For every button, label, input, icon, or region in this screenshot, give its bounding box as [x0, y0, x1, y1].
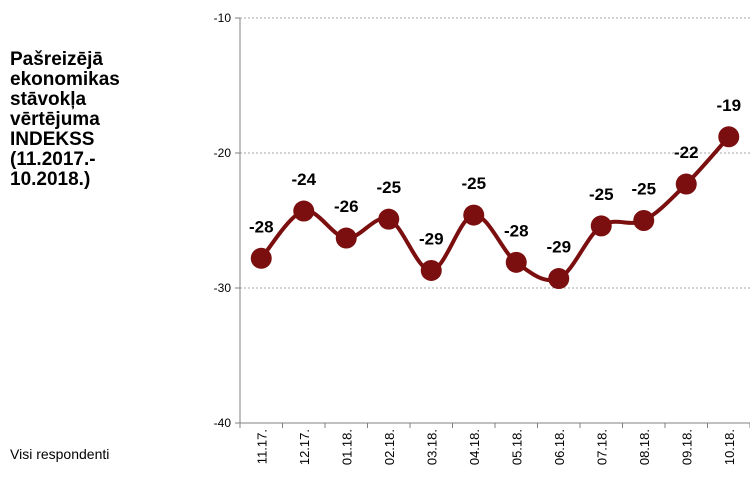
respondents-note: Visi respondenti [10, 446, 110, 462]
data-label: -29 [546, 238, 571, 257]
data-label: -25 [461, 174, 486, 193]
data-label: -24 [291, 170, 316, 189]
x-tick-label: 07.18. [594, 429, 609, 465]
x-tick-label: 03.18. [424, 429, 439, 465]
data-point [548, 268, 570, 290]
data-label: -26 [334, 197, 359, 216]
x-tick-label: 01.18. [339, 429, 354, 465]
x-tick-labels: 11.17. 12.17. 01.18. 02.18. 03.18. 04.18. 05.1… [254, 429, 737, 465]
y-tick-labels: -10 -20 -30 -40 [214, 11, 232, 430]
data-point [718, 126, 740, 148]
x-tick-label: 05.18. [509, 429, 524, 465]
data-point [633, 210, 655, 231]
data-label: -28 [249, 217, 274, 236]
series-line [259, 135, 731, 283]
series-path [259, 135, 731, 283]
data-point [590, 215, 612, 237]
data-point [463, 204, 485, 226]
x-tick-label: 10.18. [722, 429, 737, 465]
chart-title: Pašreizējā ekonomikas stāvokļa vērtējuma… [10, 49, 120, 190]
data-point [420, 259, 442, 281]
data-label: -28 [504, 221, 529, 240]
axes [235, 17, 750, 428]
y-tick-label: -20 [214, 146, 232, 160]
x-tick-label: 09.18. [679, 429, 694, 465]
y-tick-label: -40 [214, 416, 232, 430]
gridlines [240, 17, 750, 289]
data-points [250, 126, 740, 290]
x-tick-label: 11.17. [254, 429, 269, 464]
x-tick-label: 12.17. [297, 429, 312, 465]
x-tick-label: 04.18. [467, 429, 482, 465]
data-point [293, 200, 315, 222]
data-point [335, 227, 357, 249]
data-label: -25 [589, 185, 614, 204]
data-point [378, 208, 400, 230]
data-label: -22 [674, 143, 699, 162]
data-label: -29 [419, 229, 444, 248]
x-tick-label: 02.18. [382, 429, 397, 465]
data-label: -19 [716, 96, 741, 115]
y-tick-label: -30 [214, 281, 232, 295]
data-labels: -28 -24 -26 -25 -29 -25 -28 -29 -25 -25 -22 -19 [249, 96, 741, 257]
data-point [675, 173, 697, 195]
data-point [250, 247, 272, 269]
x-tick-label: 06.18. [552, 429, 567, 465]
x-tick-label: 08.18. [637, 429, 652, 465]
data-label: -25 [376, 178, 401, 197]
data-point [505, 251, 527, 273]
data-label: -25 [631, 180, 656, 199]
y-tick-label: -10 [214, 11, 232, 25]
